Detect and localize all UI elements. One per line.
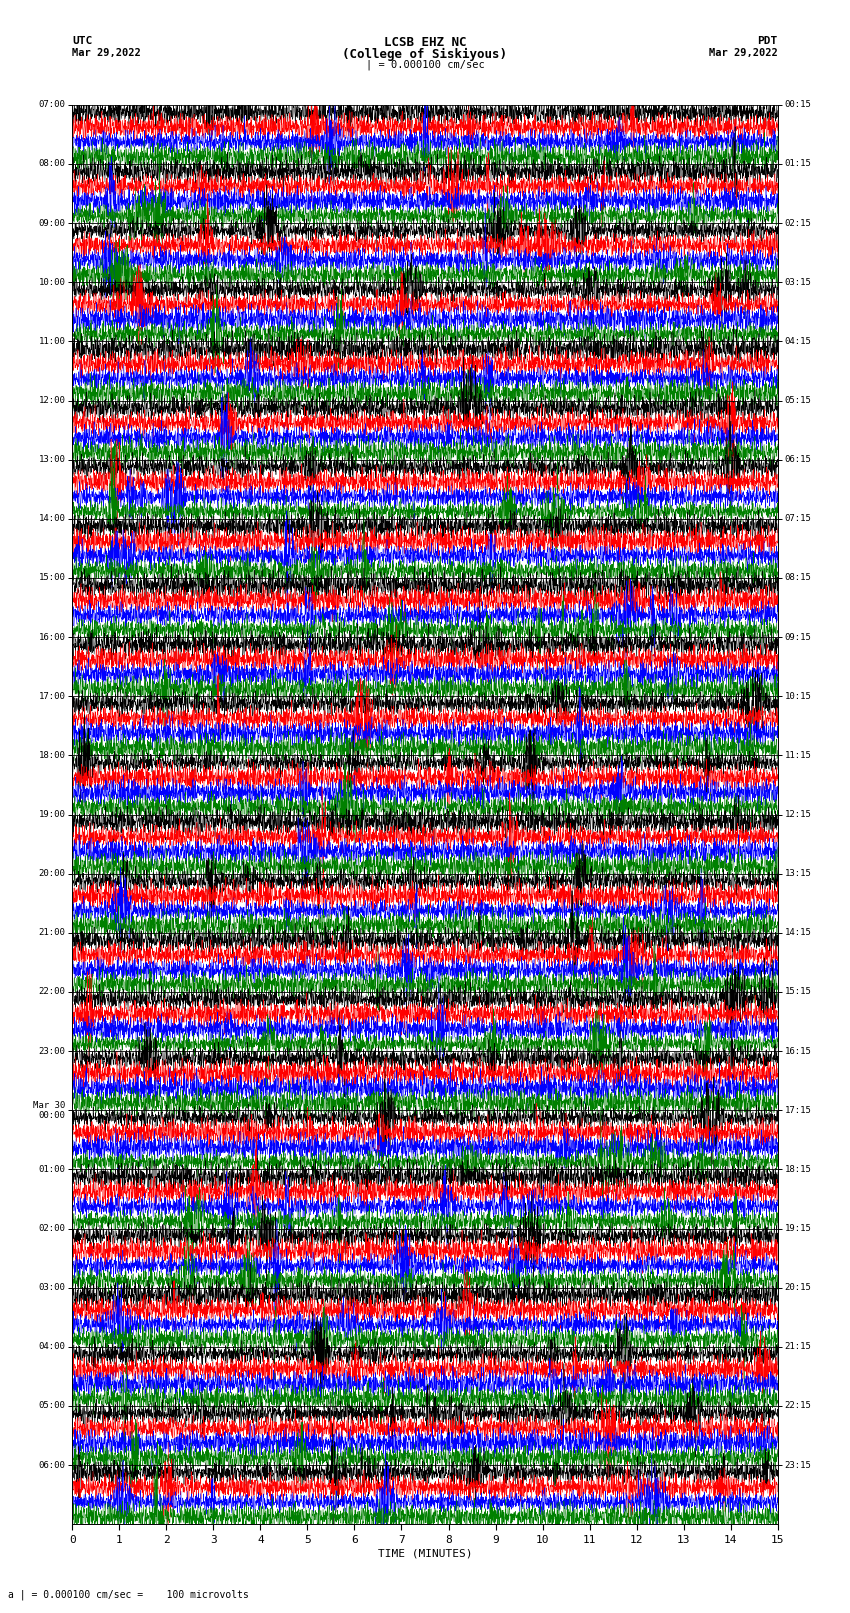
Text: a | = 0.000100 cm/sec =    100 microvolts: a | = 0.000100 cm/sec = 100 microvolts bbox=[8, 1589, 249, 1600]
Text: PDT: PDT bbox=[757, 37, 778, 47]
Text: Mar 29,2022: Mar 29,2022 bbox=[72, 47, 141, 58]
Text: | = 0.000100 cm/sec: | = 0.000100 cm/sec bbox=[366, 60, 484, 71]
Text: LCSB EHZ NC: LCSB EHZ NC bbox=[383, 37, 467, 50]
Text: Mar 29,2022: Mar 29,2022 bbox=[709, 47, 778, 58]
Text: UTC: UTC bbox=[72, 37, 93, 47]
Text: (College of Siskiyous): (College of Siskiyous) bbox=[343, 47, 507, 61]
X-axis label: TIME (MINUTES): TIME (MINUTES) bbox=[377, 1548, 473, 1558]
